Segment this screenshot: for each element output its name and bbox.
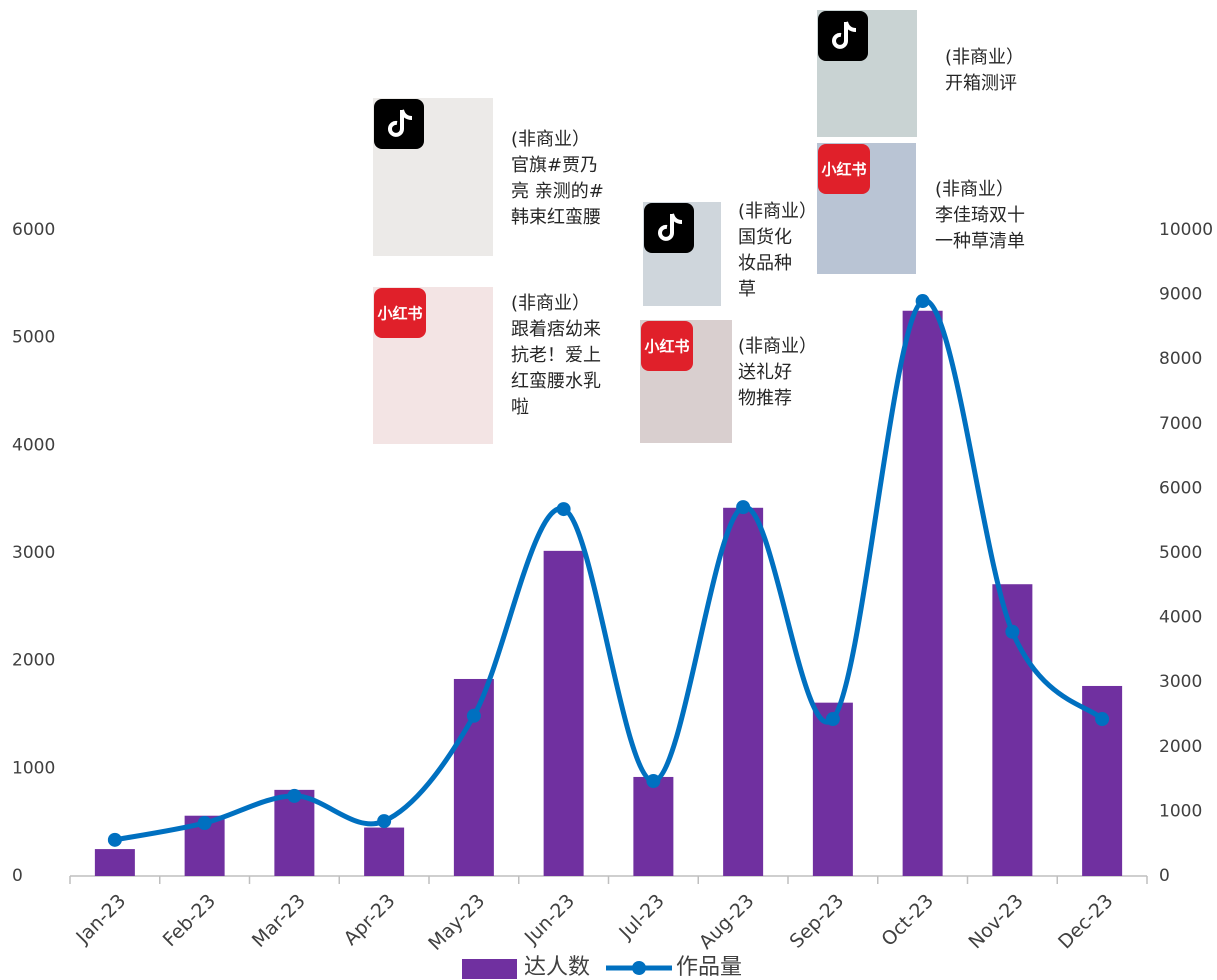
tiktok-logo <box>818 11 868 61</box>
annotation-text: 官旗#贾乃 <box>511 155 598 176</box>
annotation-text: 韩束红蛮腰 <box>511 207 601 228</box>
bar <box>454 679 494 876</box>
annotation-text: (非商业） <box>511 293 590 314</box>
line-marker <box>377 814 391 828</box>
y2-tick-label: 8000 <box>1159 349 1202 369</box>
legend-label: 作品量 <box>676 955 742 980</box>
legend-swatch <box>462 959 517 979</box>
annotation-text: (非商业） <box>935 179 1014 200</box>
y2-tick-label: 4000 <box>1159 608 1202 628</box>
line-marker <box>467 709 481 723</box>
line-marker <box>1095 712 1109 726</box>
y-tick-label: 4000 <box>12 435 55 455</box>
line-marker <box>916 294 930 308</box>
annotation-text: 跟着痞幼来 <box>511 319 601 340</box>
y2-tick-label: 1000 <box>1159 801 1202 821</box>
annotation-text: 亮 亲测的# <box>511 181 604 202</box>
y2-tick-label: 10000 <box>1159 220 1213 240</box>
line-marker <box>287 789 301 803</box>
y2-tick-label: 7000 <box>1159 414 1202 434</box>
annotation-text: 物推荐 <box>738 388 792 409</box>
y-tick-label: 3000 <box>12 543 55 563</box>
x-tick-label: Jun-23 <box>520 890 579 949</box>
xhs-badge: 小红书 <box>821 161 866 179</box>
annotation-text: (非商业） <box>738 336 817 357</box>
line-marker <box>1005 625 1019 639</box>
annotation-text: 一种草清单 <box>935 231 1025 252</box>
y-tick-label: 6000 <box>12 220 55 240</box>
x-tick-label: Jul-23 <box>614 890 668 944</box>
line-marker <box>826 712 840 726</box>
x-tick-label: Apr-23 <box>340 890 400 950</box>
y2-tick-label: 0 <box>1159 866 1170 886</box>
line-marker <box>557 502 571 516</box>
bar <box>723 508 763 876</box>
y-tick-label: 0 <box>12 866 23 886</box>
bar <box>544 551 584 876</box>
x-tick-label: Oct-23 <box>877 890 938 951</box>
x-tick-label: Jan-23 <box>71 890 130 949</box>
y2-tick-label: 3000 <box>1159 672 1202 692</box>
annotation-text: (非商业） <box>738 201 817 222</box>
y-tick-label: 5000 <box>12 328 55 348</box>
line-marker <box>108 833 122 847</box>
tiktok-logo <box>644 203 694 253</box>
line-marker <box>736 500 750 514</box>
annotation-text: 开箱测评 <box>945 73 1017 94</box>
bar <box>95 849 135 876</box>
annotation-text: 草 <box>738 279 756 300</box>
y2-tick-label: 9000 <box>1159 285 1202 305</box>
x-tick-label: Mar-23 <box>248 890 310 952</box>
chart: 0 1000 2000 3000 4000 5000 6000 0 1000 2000 3000 40… <box>0 0 1217 980</box>
bar <box>364 828 404 876</box>
y-tick-label: 2000 <box>12 651 55 671</box>
y2-tick-label: 2000 <box>1159 737 1202 757</box>
bar <box>813 703 853 876</box>
xhs-badge: 小红书 <box>644 338 689 356</box>
y2-tick-label: 6000 <box>1159 478 1202 498</box>
annotation-text: 抗老！爱上 <box>511 345 601 366</box>
annotation-text: 红蛮腰水乳 <box>511 371 601 392</box>
y-tick-label: 1000 <box>12 758 55 778</box>
annotation-text: 李佳琦双十 <box>935 205 1025 226</box>
x-tick-label: Nov-23 <box>964 890 1027 953</box>
x-tick-label: Feb-23 <box>159 890 220 951</box>
x-tick-label: Dec-23 <box>1054 890 1118 954</box>
bar <box>903 311 943 876</box>
annotation-text: (非商业） <box>511 129 590 150</box>
legend-label: 达人数 <box>524 955 590 980</box>
xhs-badge: 小红书 <box>377 305 422 323</box>
tiktok-logo <box>374 99 424 149</box>
line <box>115 301 1102 840</box>
line-marker <box>646 774 660 788</box>
y2-tick-label: 5000 <box>1159 543 1202 563</box>
x-tick-label: Sep-23 <box>785 890 848 953</box>
line-marker <box>198 816 212 830</box>
annotation-text: 妆品种 <box>738 253 792 274</box>
annotation-text: 啦 <box>511 397 529 418</box>
annotation-text: 国货化 <box>738 227 792 248</box>
x-tick-label: Aug-23 <box>695 890 759 954</box>
bar <box>633 777 673 876</box>
legend-swatch <box>632 961 646 975</box>
annotation-text: 送礼好 <box>738 362 792 383</box>
x-tick-label: May-23 <box>424 890 489 955</box>
annotation-text: (非商业） <box>945 47 1024 68</box>
